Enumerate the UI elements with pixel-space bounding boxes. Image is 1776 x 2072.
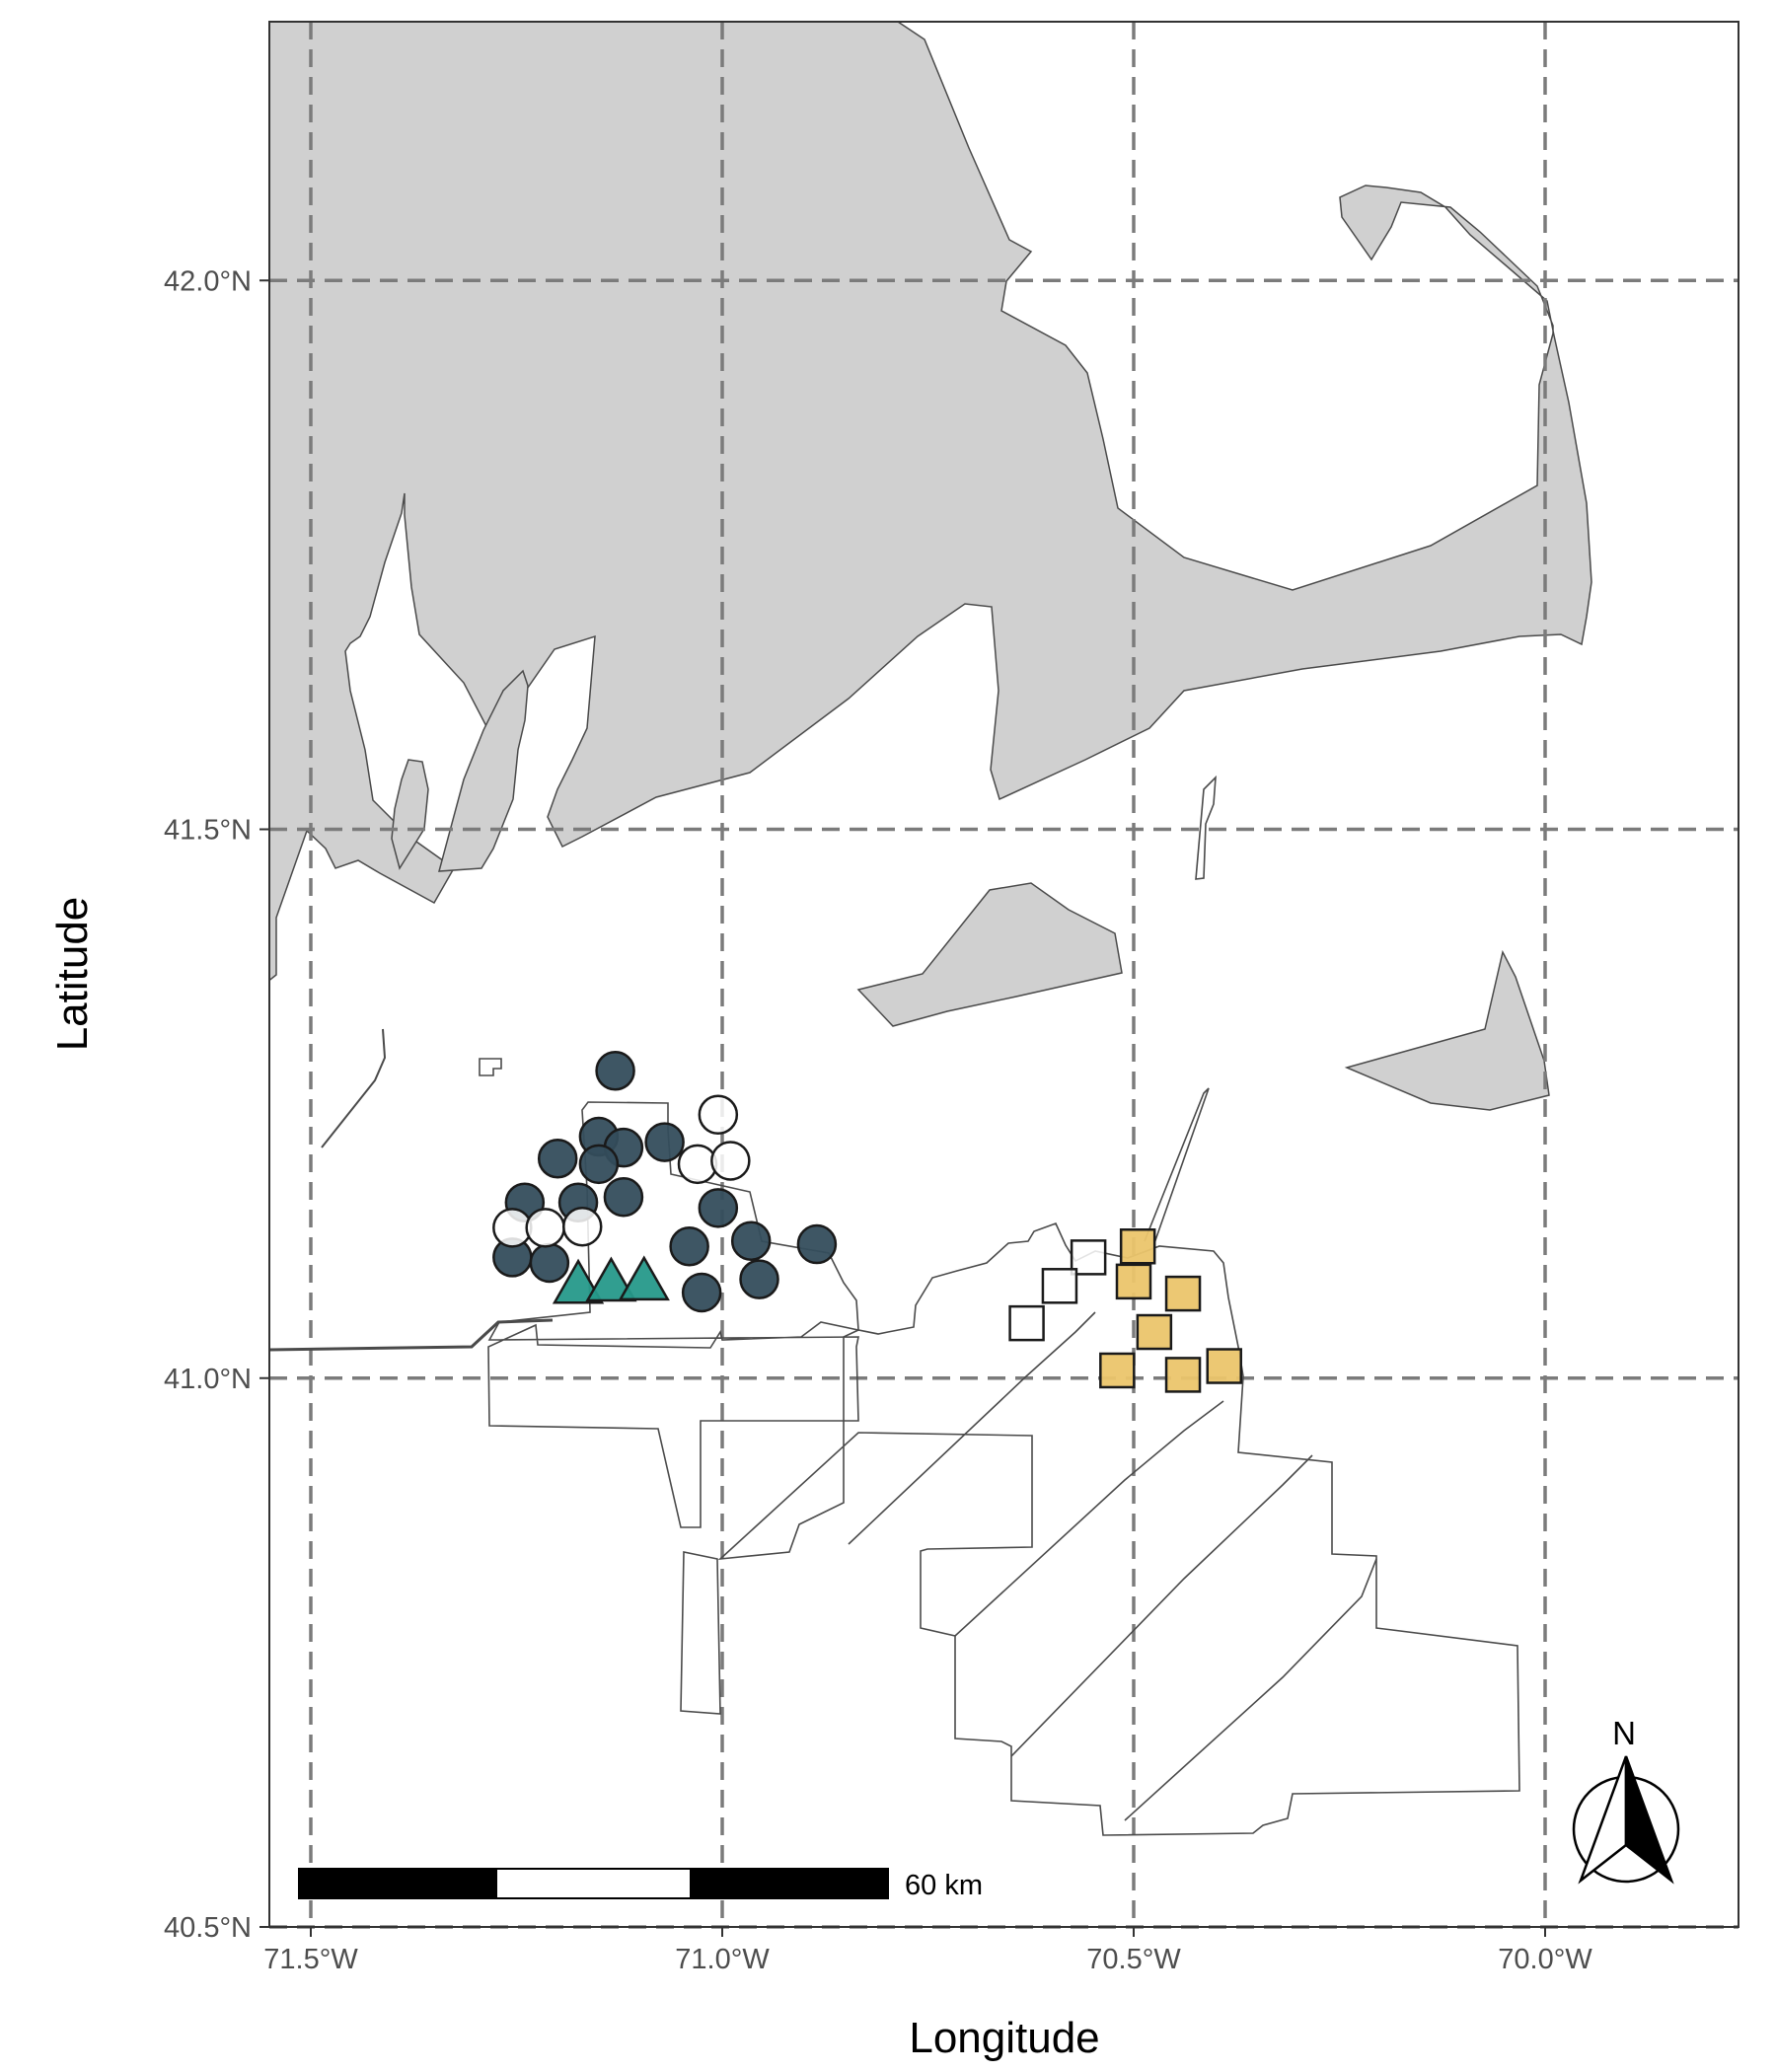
lease-notch-box <box>479 1058 502 1076</box>
panel-border <box>268 21 1739 1928</box>
x-axis-title: Longitude <box>909 2014 1099 2062</box>
x-tick-label-1: 71.0°W <box>675 1944 770 1975</box>
site-marker-square <box>1164 1357 1202 1393</box>
y-axis-title: Latitude <box>48 897 97 1052</box>
site-marker-triangle <box>552 1258 605 1304</box>
peninsula-islet <box>391 759 429 870</box>
site-marker-circle <box>669 1226 709 1267</box>
site-marker-square <box>1070 1239 1107 1276</box>
map-panel: 60 km N <box>268 21 1739 1929</box>
lease-stripe-1 <box>848 1311 1096 1545</box>
channel-line <box>1195 775 1217 880</box>
conanicut-island <box>438 669 529 872</box>
survey-markers <box>492 1051 1242 1393</box>
lease-stripe-4 <box>1124 1558 1377 1821</box>
cable-route-line <box>269 1318 554 1352</box>
scale-bar-segment-2 <box>495 1868 692 1899</box>
lease-area-south <box>680 1551 721 1715</box>
marthas-vineyard <box>856 882 1123 1027</box>
site-marker-circle <box>529 1242 570 1284</box>
y-tick-label-3: 42.0°N <box>164 265 252 297</box>
site-marker-square <box>1206 1348 1242 1384</box>
lease-stripe-2 <box>954 1400 1224 1637</box>
scale-bar-segment-1 <box>298 1868 497 1899</box>
site-marker-circle <box>525 1208 565 1248</box>
x-tick-label-0: 71.5°W <box>263 1944 358 1975</box>
site-marker-square <box>1136 1313 1173 1351</box>
lease-area-west <box>487 1101 859 1528</box>
site-marker-square <box>1041 1268 1078 1304</box>
transit-corridor-line <box>1144 1087 1210 1244</box>
north-arrow: N <box>1572 1715 1680 1885</box>
site-marker-circle <box>537 1139 578 1179</box>
site-marker-triangle <box>618 1255 670 1301</box>
site-marker-triangle <box>585 1256 637 1302</box>
compass-needle-dark <box>1624 1755 1674 1885</box>
site-marker-square <box>1115 1263 1152 1300</box>
site-marker-circle <box>561 1206 603 1247</box>
x-tick-label-3: 70.0°W <box>1498 1944 1592 1975</box>
site-marker-circle <box>578 1144 620 1185</box>
site-marker-circle <box>730 1221 772 1261</box>
north-arrow-label: N <box>1612 1715 1636 1751</box>
site-marker-square <box>1099 1352 1136 1389</box>
site-marker-circle <box>698 1094 739 1135</box>
site-marker-square <box>1164 1275 1202 1312</box>
site-marker-circle <box>677 1144 718 1185</box>
y-axis: 40.5°N 41.0°N 41.5°N 42.0°N <box>164 265 269 1944</box>
site-marker-circle <box>644 1122 685 1162</box>
site-marker-square <box>1008 1304 1045 1342</box>
land-layer <box>269 22 1592 1111</box>
mainland-massachusetts <box>269 22 1592 982</box>
x-tick-label-2: 70.5°W <box>1086 1944 1181 1975</box>
site-marker-circle <box>698 1188 739 1228</box>
site-marker-circle <box>595 1051 635 1091</box>
site-marker-circle <box>603 1176 644 1218</box>
site-marker-circle <box>681 1272 722 1313</box>
scale-bar-label: 60 km <box>905 1870 983 1901</box>
y-tick-label-0: 40.5°N <box>164 1912 252 1944</box>
cable-route-line-2 <box>321 1028 387 1148</box>
scale-bar: 60 km <box>298 1868 983 1901</box>
lease-stripe-3 <box>1010 1454 1313 1757</box>
x-axis: 71.5°W 71.0°W 70.5°W 70.0°W <box>263 1927 1592 1975</box>
wind-lease-outlines <box>269 775 1520 1836</box>
site-marker-circle <box>796 1223 838 1265</box>
scale-bar-segment-3 <box>690 1868 889 1899</box>
site-marker-circle <box>710 1141 751 1181</box>
site-marker-square <box>1119 1228 1156 1265</box>
y-tick-label-2: 41.5°N <box>164 815 252 847</box>
site-marker-circle <box>739 1259 779 1299</box>
y-tick-label-1: 41.0°N <box>164 1364 252 1395</box>
